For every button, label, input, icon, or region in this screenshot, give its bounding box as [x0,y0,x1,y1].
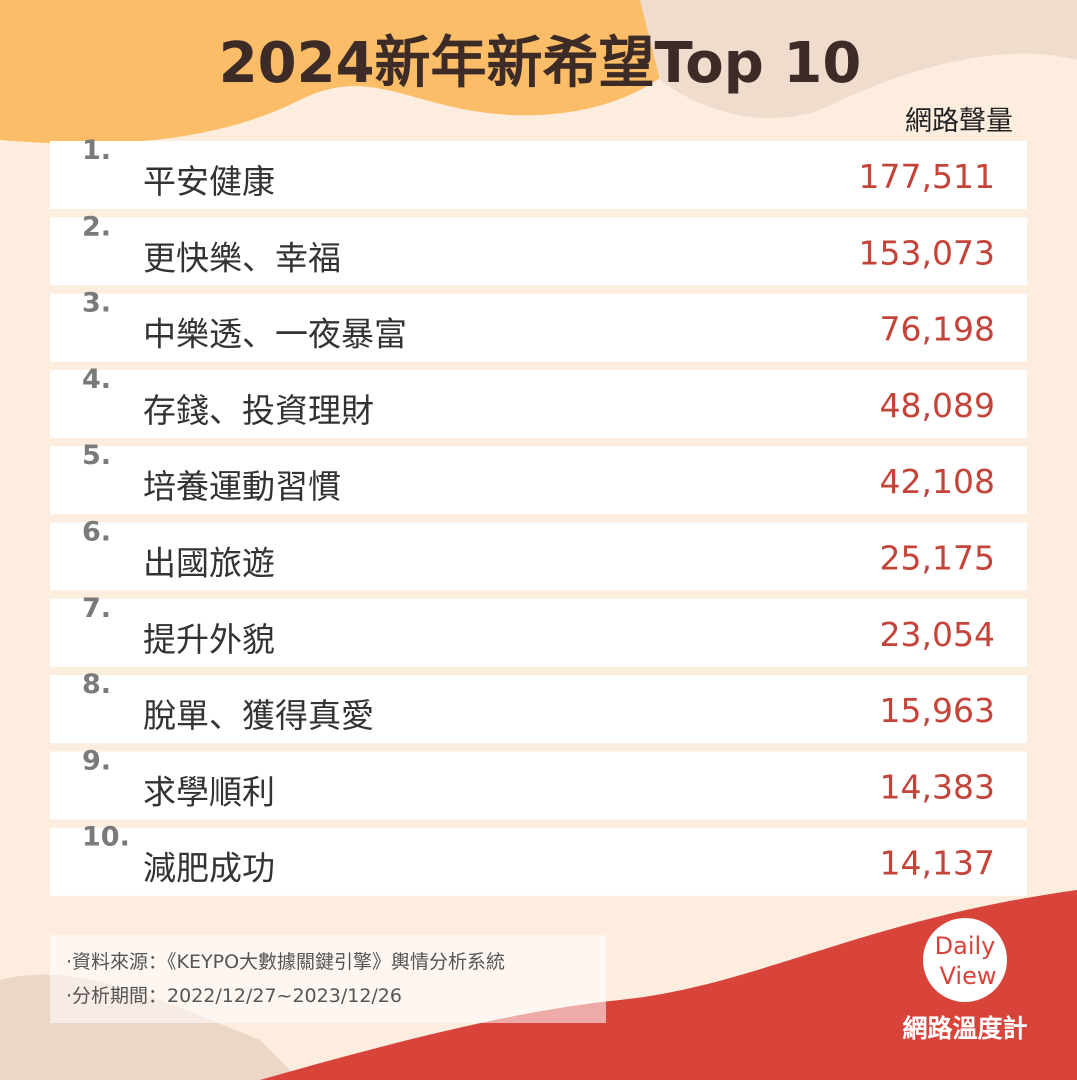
wish-label: 求學順利 [143,772,275,811]
ranking-list: 1. 平安健康 177,511 2. 更快樂、幸福 153,073 3. 中樂透、一夜暴富 76… [50,135,1027,896]
column-header: 網路聲量 [905,106,1013,137]
wish-label: 培養運動習慣 [143,467,341,506]
wish-label: 更快樂、幸福 [143,238,341,277]
row-background [50,522,1027,591]
footer-box [50,935,606,1023]
rank: 1. [82,135,111,166]
rank: 7. [82,593,111,624]
row-background [50,217,1027,286]
volume-value: 23,054 [880,615,995,654]
row-background [50,141,1027,209]
wish-label: 存錢、投資理財 [143,391,374,430]
row-background [50,675,1027,744]
row-background [50,598,1027,667]
wish-label: 減肥成功 [143,849,275,888]
row-background [50,751,1027,820]
wish-label: 脫單、獲得真愛 [143,696,374,735]
red-wave [260,890,1077,1080]
footer-note: ‧資料來源：《KEYPO大數據關鍵引擎》輿情分析系統 [66,951,505,973]
rank: 2. [82,211,111,242]
wish-label: 提升外貌 [143,620,275,659]
volume-value: 48,089 [880,386,995,425]
rank: 10. [82,822,130,853]
brand-name: 網路溫度計 [902,1014,1027,1043]
volume-value: 14,383 [880,767,995,806]
rank: 6. [82,517,111,548]
rank: 9. [82,745,111,776]
volume-value: 76,198 [880,310,995,349]
row-background [50,827,1027,896]
wish-label: 平安健康 [143,162,275,201]
logo-text: Daily [935,932,996,960]
logo-text: View [940,962,997,990]
wish-label: 出國旅遊 [143,544,275,583]
row-background [50,293,1027,362]
row-background [50,446,1027,515]
volume-value: 42,108 [880,462,995,501]
logo-circle [923,918,1007,1002]
volume-value: 177,511 [859,157,995,196]
footer-note: ‧分析期間：2022/12/27~2023/12/26 [66,985,402,1007]
volume-value: 25,175 [880,539,995,578]
volume-value: 153,073 [859,233,995,272]
wish-label: 中樂透、一夜暴富 [143,315,407,354]
title: 2024新年新希望Top 10 [219,31,862,96]
beige-blob [640,0,1077,119]
volume-value: 14,137 [880,844,995,883]
orange-blob [0,0,720,144]
volume-value: 15,963 [880,691,995,730]
rank: 4. [82,364,111,395]
row-background [50,369,1027,438]
rank: 3. [82,288,111,319]
rank: 8. [82,669,111,700]
rank: 5. [82,440,111,471]
